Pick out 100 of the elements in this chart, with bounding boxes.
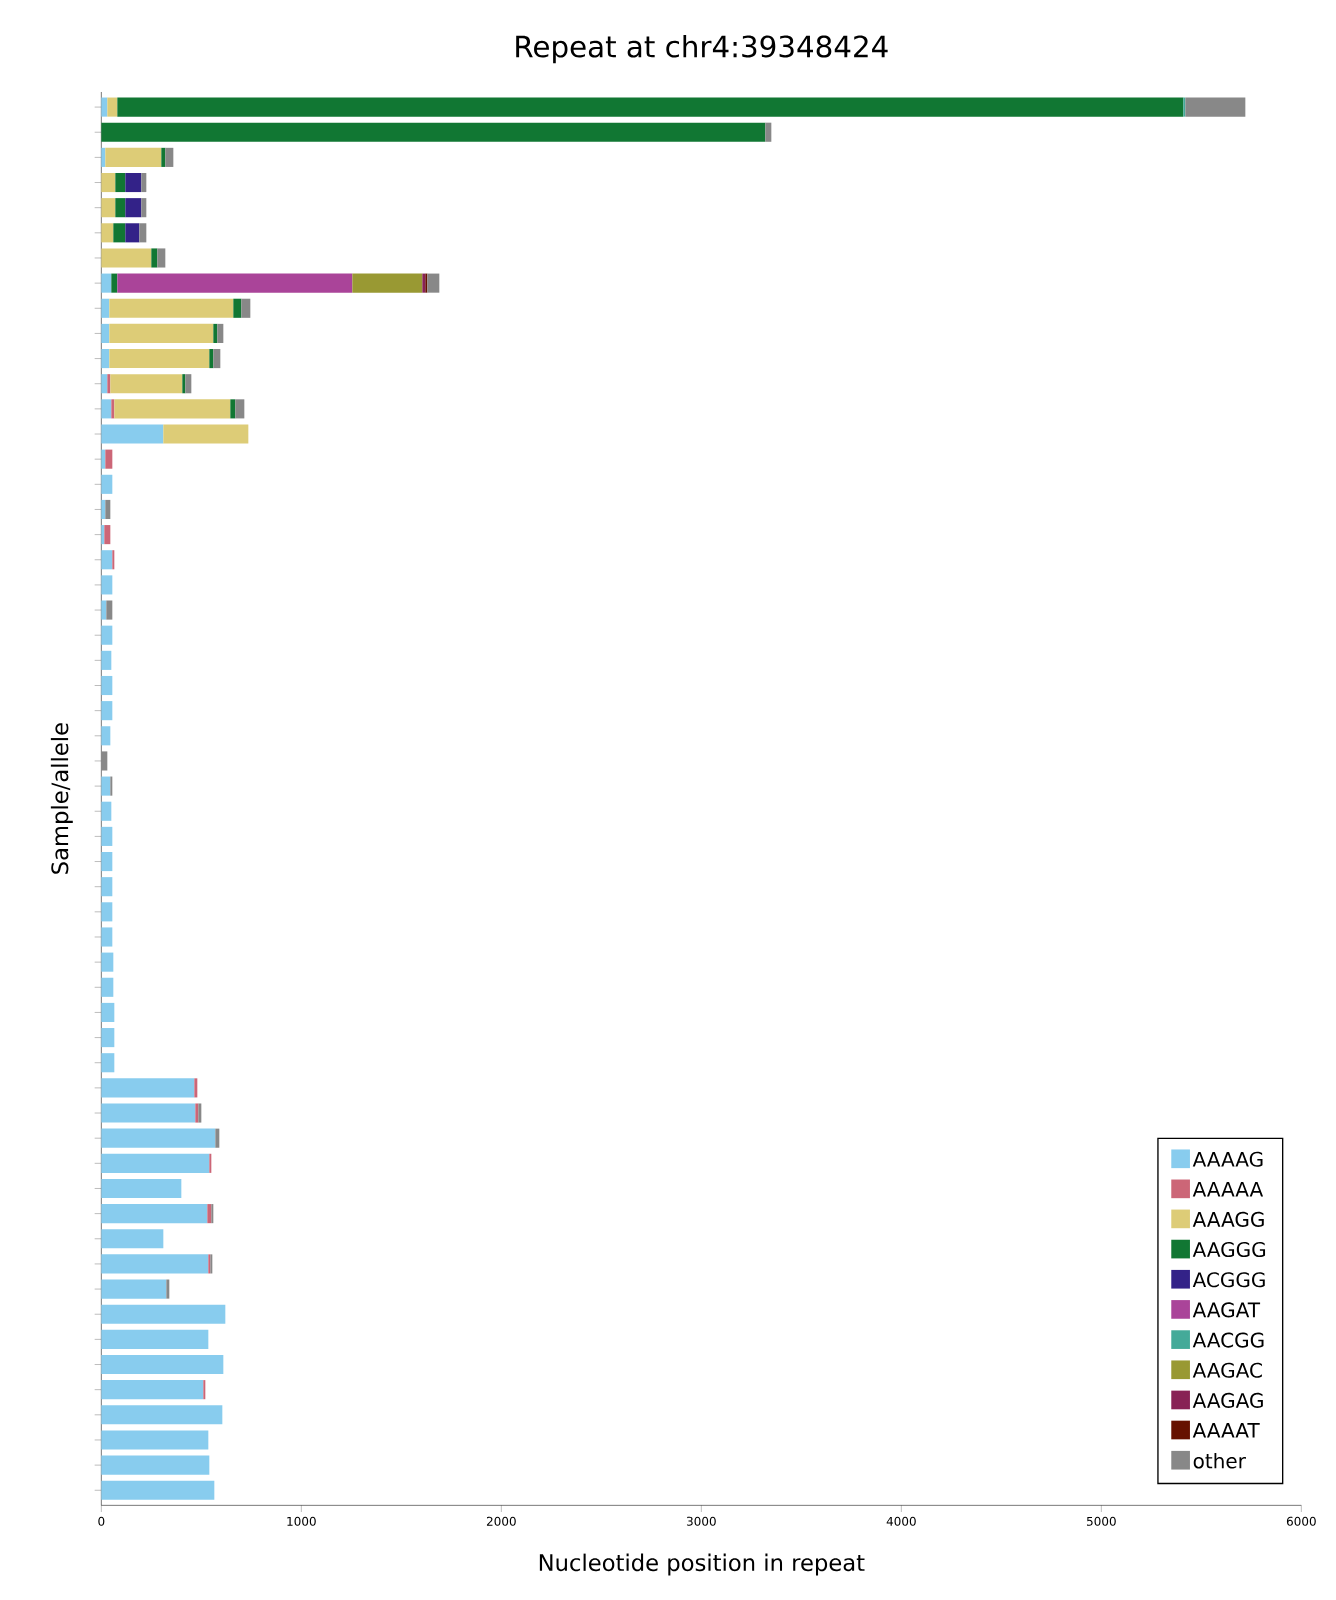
bar (113, 223, 126, 243)
bar (182, 374, 186, 394)
legend-label: AAGAG (1192, 1392, 1263, 1408)
bar (109, 298, 234, 318)
bar (427, 273, 440, 293)
bar (111, 399, 115, 419)
bar (209, 349, 214, 369)
bar (101, 675, 113, 696)
bar (241, 298, 251, 318)
bar (101, 650, 112, 670)
bar (101, 499, 106, 520)
legend-label: AACGG (1192, 1332, 1264, 1348)
bar (117, 97, 1184, 117)
legend-label: AAGAC (1192, 1362, 1262, 1378)
bar (765, 122, 772, 142)
bar (101, 298, 110, 318)
bar (101, 424, 164, 444)
bar (101, 550, 113, 570)
bar (109, 349, 210, 369)
bar (101, 726, 111, 746)
bar (125, 172, 142, 193)
bar (101, 701, 113, 721)
legend-label: other (1193, 1452, 1246, 1469)
bar (101, 1178, 182, 1199)
bar (209, 1153, 212, 1173)
bar (101, 1103, 196, 1123)
bar (1185, 97, 1246, 117)
bar (215, 1128, 220, 1148)
bar (117, 273, 353, 293)
bar (112, 550, 115, 570)
bar (107, 374, 111, 394)
bar (110, 776, 113, 796)
bar (101, 323, 110, 343)
bar (101, 1455, 210, 1475)
legend-label: AAGGG (1192, 1241, 1266, 1258)
bar (101, 1380, 204, 1400)
bar (101, 223, 114, 243)
bar (101, 248, 152, 268)
bar (115, 198, 126, 218)
x-tick-label: 0 (98, 1516, 105, 1526)
bar (101, 1002, 115, 1022)
bar (101, 1354, 224, 1375)
bar (207, 1204, 212, 1224)
bar (101, 902, 113, 922)
legend-label: AAAAA (1192, 1181, 1264, 1197)
bar (194, 1078, 198, 1098)
bar (217, 323, 224, 343)
bar (101, 1204, 208, 1224)
bar (101, 97, 108, 117)
bar (1183, 97, 1186, 117)
bar (101, 1078, 195, 1098)
bar (114, 399, 231, 419)
bar (101, 1028, 115, 1048)
bar (163, 424, 249, 444)
bar (101, 198, 116, 218)
legend-label: AAGAT (1192, 1302, 1261, 1318)
bar (125, 223, 140, 243)
bar (101, 600, 107, 620)
bar (101, 1329, 209, 1349)
bar (101, 826, 113, 846)
bar (230, 399, 236, 419)
bar (141, 198, 147, 218)
bar (101, 927, 113, 947)
bar (213, 323, 218, 343)
bar (101, 1279, 167, 1299)
bar (101, 1153, 210, 1173)
bar (101, 1053, 115, 1073)
x-axis-title: Nucleotide position in repeat (539, 1553, 865, 1576)
bar (101, 449, 106, 469)
bar (101, 1430, 209, 1450)
bar (110, 374, 183, 394)
bar (101, 1405, 223, 1425)
x-tick-label: 5000 (1086, 1516, 1116, 1526)
bar (141, 172, 147, 193)
x-tick-label: 3000 (686, 1516, 716, 1526)
chart-title: Repeat at chr4:39348424 (516, 34, 888, 64)
legend-label: AAAAT (1192, 1423, 1260, 1438)
bar (101, 122, 766, 142)
bar (161, 147, 166, 167)
bar (101, 776, 111, 796)
bar (101, 877, 113, 897)
bar (101, 575, 113, 595)
y-axis-title: Sample/allele (50, 723, 73, 874)
bar (101, 273, 112, 293)
bar (101, 1128, 216, 1148)
legend-label: ACGGG (1192, 1272, 1265, 1288)
bar (101, 399, 112, 419)
bar (106, 600, 113, 620)
bar (233, 298, 242, 318)
bar (105, 147, 162, 167)
legend-label: AAAGG (1192, 1211, 1264, 1227)
bar (185, 374, 192, 394)
bar (165, 147, 174, 167)
bar (101, 525, 105, 545)
bar (115, 172, 126, 193)
bar (139, 223, 147, 243)
bar (107, 97, 118, 117)
bar (105, 499, 111, 520)
bar (101, 172, 116, 193)
x-tick-label: 2000 (486, 1516, 516, 1526)
